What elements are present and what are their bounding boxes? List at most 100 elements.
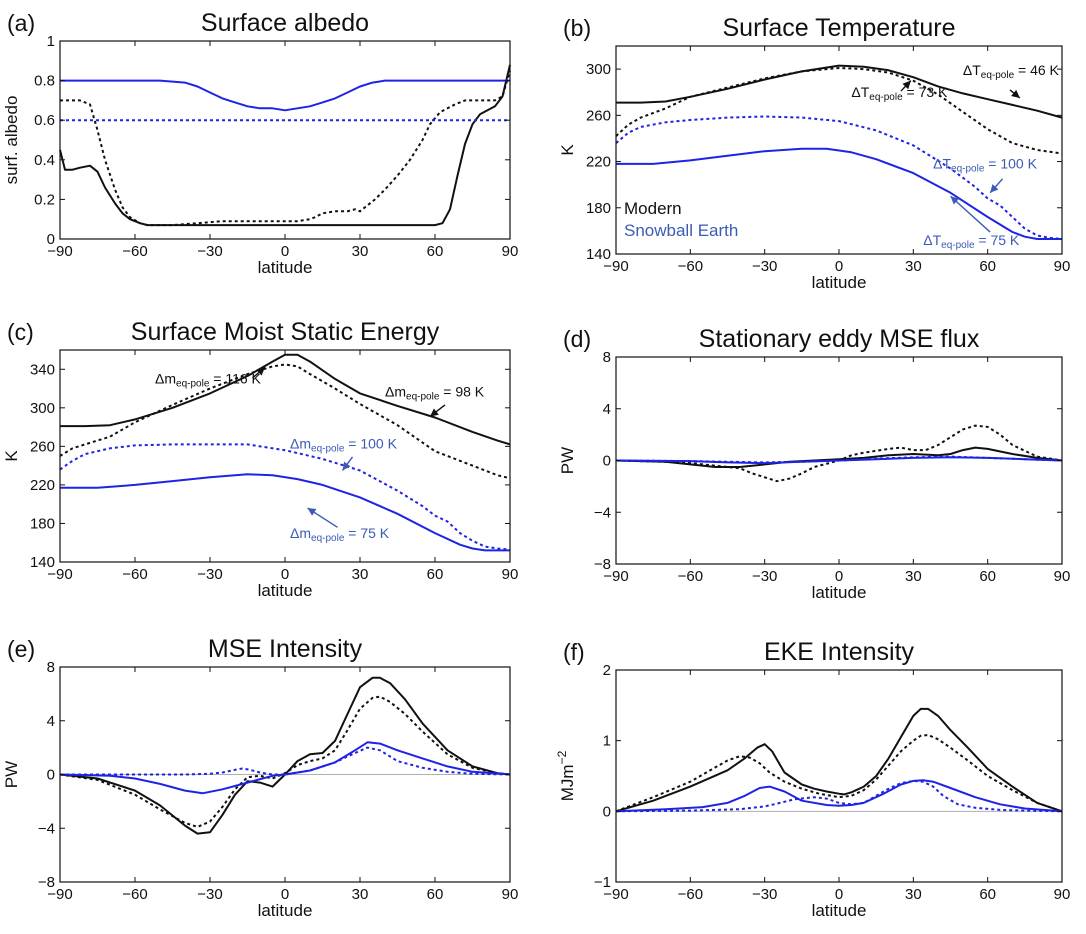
series-line-4 — [615, 779, 1063, 813]
x-tick-label: 0 — [835, 568, 843, 585]
annotation-arrowhead — [256, 367, 265, 376]
x-tick-label: −90 — [47, 566, 72, 583]
series-line-3 — [616, 147, 1062, 240]
series-line-2 — [60, 70, 511, 227]
x-axis-label: latitude — [258, 581, 313, 600]
y-tick-label: 0 — [47, 767, 55, 784]
annotation-label: Δmeq-pole = 116 K — [155, 371, 262, 390]
y-tick-label: 0 — [603, 803, 611, 820]
panel-title: MSE Intensity — [208, 635, 363, 663]
series-line-1 — [616, 64, 1063, 119]
axes-frame — [59, 40, 511, 240]
y-tick-label: 300 — [30, 400, 55, 417]
x-tick-label: −30 — [197, 886, 222, 903]
annotation-arrowhead — [430, 408, 439, 417]
x-tick-label: −90 — [603, 568, 628, 585]
annotation-label: Δmeq-pole = 98 K — [385, 383, 485, 402]
y-tick-label: 260 — [586, 107, 611, 124]
y-tick-label: 260 — [30, 438, 55, 455]
x-tick-label: 60 — [427, 886, 444, 903]
x-tick-label: 0 — [281, 566, 289, 583]
x-axis-label: latitude — [812, 273, 867, 292]
x-tick-label: −60 — [122, 886, 147, 903]
series-line-4 — [60, 746, 511, 776]
y-tick-label: 0.2 — [34, 191, 55, 208]
y-tick-label: 300 — [586, 61, 611, 78]
panel-a: −90 −60 −30 0 30 60 90 0 0.2 0.4 0.6 0.8 1 Surface al… — [2, 9, 518, 277]
x-tick-label: −90 — [47, 243, 72, 260]
y-tick-label: 1 — [603, 733, 611, 750]
x-tick-label: −60 — [122, 243, 147, 260]
y-tick-label: 340 — [30, 361, 55, 378]
y-tick-label: −4 — [594, 504, 611, 521]
series-line-1 — [615, 707, 1063, 813]
panel-d: −90 −60 −30 0 30 60 90 −8 −4 0 4 8 Stationary eddy M… — [558, 325, 1070, 602]
y-tick-label: −8 — [38, 874, 55, 891]
y-tick-label: 0 — [603, 453, 611, 470]
y-tick-label: 180 — [30, 515, 55, 532]
y-tick-label: 140 — [30, 554, 55, 571]
x-tick-label: −30 — [752, 568, 777, 585]
x-tick-label: 60 — [979, 568, 996, 585]
series-line-1 — [59, 676, 511, 835]
x-axis-label: latitude — [258, 258, 313, 277]
panel-b: −90 −60 −30 0 30 60 90 140 180 220 260 300 Surface T… — [558, 14, 1070, 292]
series-line-2 — [59, 695, 511, 828]
panel-letter: (d) — [563, 326, 591, 352]
panel-title: Surface albedo — [201, 9, 369, 37]
y-tick-label: 0.4 — [34, 152, 55, 169]
x-tick-label: 90 — [1054, 886, 1071, 903]
x-tick-label: 90 — [502, 243, 519, 260]
x-tick-label: 60 — [427, 243, 444, 260]
x-tick-label: −60 — [678, 258, 703, 275]
x-tick-label: 0 — [281, 243, 289, 260]
annotation-label: ΔTeq-pole = 73 K — [851, 84, 948, 103]
x-tick-label: −30 — [197, 243, 222, 260]
y-tick-label: 4 — [47, 713, 55, 730]
panel-title: Surface Temperature — [723, 14, 956, 42]
x-tick-label: 30 — [905, 258, 922, 275]
annotation-label: Δmeq-pole = 100 K — [290, 435, 398, 454]
x-axis-label: latitude — [812, 583, 867, 602]
x-tick-label: −60 — [678, 886, 703, 903]
y-tick-label: 220 — [30, 477, 55, 494]
annotation-arrowhead — [902, 80, 911, 90]
series-line-4 — [615, 455, 1063, 464]
y-tick-label: 2 — [603, 662, 611, 679]
y-tick-label: 8 — [603, 349, 611, 366]
y-axis-label: MJm−2 — [555, 750, 577, 801]
y-tick-label: 180 — [586, 200, 611, 217]
legend-entry: Snowball Earth — [624, 221, 738, 240]
series-line-1 — [60, 353, 511, 446]
annotation-arrow — [950, 195, 991, 233]
y-tick-label: 1 — [47, 33, 55, 50]
series-line-2 — [615, 424, 1063, 483]
panel-letter: (e) — [7, 636, 35, 662]
y-tick-label: −8 — [594, 556, 611, 573]
x-tick-label: 90 — [502, 886, 519, 903]
x-tick-label: 30 — [905, 886, 922, 903]
x-tick-label: −30 — [197, 566, 222, 583]
x-tick-label: −30 — [752, 886, 777, 903]
x-axis-label: latitude — [812, 901, 867, 920]
x-axis-label: latitude — [258, 901, 313, 920]
y-tick-label: −4 — [38, 820, 55, 837]
series-line-3 — [60, 79, 510, 112]
panel-title: EKE Intensity — [764, 638, 915, 666]
y-axis-label: surf. albedo — [2, 96, 21, 185]
x-tick-label: 60 — [427, 566, 444, 583]
x-tick-label: 90 — [1054, 258, 1071, 275]
x-tick-label: 30 — [352, 886, 369, 903]
annotation-label: ΔTeq-pole = 46 K — [963, 62, 1060, 81]
y-tick-label: 220 — [586, 154, 611, 171]
legend-entry: Modern — [624, 199, 682, 218]
x-tick-label: −90 — [603, 258, 628, 275]
panel-letter: (a) — [7, 10, 35, 36]
y-axis-label: PW — [2, 761, 21, 788]
series-line-4 — [59, 443, 511, 551]
x-tick-label: −90 — [603, 886, 628, 903]
annotation-arrowhead — [990, 184, 999, 193]
series-line-3 — [615, 779, 1063, 813]
panel-f: −90 −60 −30 0 30 60 90 −1 0 1 2 EKE Intensity (f) lat… — [555, 638, 1070, 920]
y-tick-label: 4 — [603, 401, 611, 418]
